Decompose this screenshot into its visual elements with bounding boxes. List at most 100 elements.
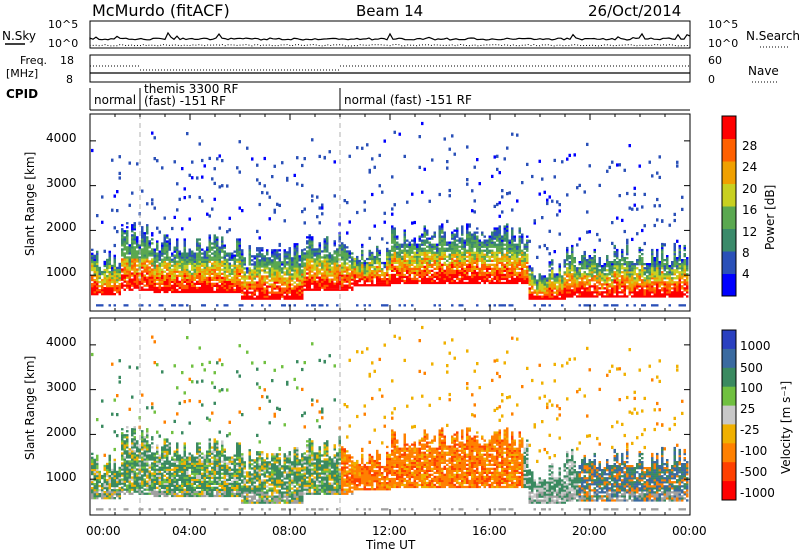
power-cell bbox=[573, 269, 576, 272]
power-cell bbox=[466, 271, 469, 275]
power-cell bbox=[141, 258, 144, 261]
power-cell bbox=[146, 260, 149, 263]
power-cell bbox=[623, 293, 626, 296]
power-cell bbox=[596, 277, 599, 280]
power-cell bbox=[223, 282, 226, 285]
power-cell bbox=[603, 269, 606, 272]
power-cell bbox=[363, 304, 366, 307]
power-cell bbox=[156, 278, 159, 281]
power-cell bbox=[486, 269, 489, 272]
power-cell bbox=[493, 233, 496, 236]
power-cell bbox=[316, 282, 319, 285]
power-cell bbox=[423, 257, 426, 260]
power-cell bbox=[383, 272, 386, 275]
power-cell bbox=[293, 261, 296, 264]
power-cell bbox=[136, 250, 139, 253]
power-cell bbox=[278, 267, 281, 270]
power-cell bbox=[648, 289, 651, 292]
power-cell bbox=[358, 268, 361, 271]
power-cell bbox=[166, 266, 169, 269]
power-cell bbox=[318, 256, 321, 259]
power-cell bbox=[273, 273, 276, 276]
power-cell bbox=[118, 287, 121, 290]
power-cell bbox=[613, 275, 616, 278]
power-cell bbox=[558, 273, 561, 276]
power-cell bbox=[311, 194, 314, 198]
power-cell bbox=[448, 273, 451, 277]
power-cell bbox=[373, 265, 376, 269]
power-cell bbox=[338, 274, 341, 277]
power-cell bbox=[513, 235, 516, 238]
power-cell bbox=[303, 252, 306, 255]
power-cell bbox=[388, 263, 391, 267]
power-cell bbox=[326, 242, 329, 245]
power-cell bbox=[321, 256, 324, 259]
power-cell bbox=[121, 230, 124, 233]
power-cell bbox=[486, 267, 489, 270]
power-cell bbox=[298, 267, 301, 270]
power-cell bbox=[158, 286, 161, 290]
power-cell bbox=[616, 293, 619, 296]
power-cell bbox=[483, 239, 486, 242]
power-cell bbox=[621, 267, 624, 270]
power-cell bbox=[126, 264, 129, 267]
power-cell bbox=[523, 257, 526, 260]
power-cell bbox=[326, 286, 329, 289]
power-cell bbox=[151, 278, 154, 281]
power-cell bbox=[316, 284, 319, 287]
power-cell bbox=[571, 259, 574, 262]
power-cell bbox=[558, 277, 561, 280]
power-cell bbox=[91, 287, 94, 290]
power-cell bbox=[618, 259, 621, 262]
power-cell bbox=[226, 184, 229, 188]
power-cell bbox=[248, 297, 251, 300]
power-cell bbox=[221, 262, 224, 265]
power-cell bbox=[503, 257, 506, 260]
power-cell bbox=[511, 281, 514, 285]
power-cell bbox=[486, 243, 489, 246]
power-cell bbox=[251, 273, 254, 276]
power-cell bbox=[141, 288, 144, 291]
power-cell bbox=[96, 283, 99, 286]
power-cell bbox=[331, 272, 334, 275]
power-cell bbox=[153, 206, 156, 210]
power-cell bbox=[148, 244, 151, 247]
power-cell bbox=[621, 285, 624, 288]
power-cell bbox=[396, 247, 399, 250]
power-cell bbox=[441, 271, 444, 275]
power-cell bbox=[246, 295, 249, 298]
power-cell bbox=[333, 266, 336, 269]
power-cell bbox=[188, 217, 191, 221]
power-cell bbox=[591, 263, 594, 266]
power-cell bbox=[436, 243, 439, 246]
power-cell bbox=[483, 271, 486, 275]
power-cell bbox=[506, 279, 509, 283]
power-cell bbox=[493, 259, 496, 262]
power-cell bbox=[451, 267, 454, 270]
power-cell bbox=[656, 281, 659, 284]
power-cell bbox=[501, 243, 504, 246]
power-cell bbox=[393, 247, 396, 250]
power-cell bbox=[223, 258, 226, 261]
power-cell bbox=[191, 264, 194, 267]
power-cell bbox=[661, 273, 664, 276]
power-cell bbox=[308, 244, 311, 247]
power-cell bbox=[336, 272, 339, 275]
power-cell bbox=[391, 265, 394, 268]
power-cell bbox=[533, 275, 536, 278]
power-cell bbox=[423, 279, 426, 283]
power-cell bbox=[473, 241, 476, 244]
power-cell bbox=[168, 274, 171, 277]
power-cell bbox=[526, 275, 529, 279]
power-cell bbox=[236, 248, 239, 251]
power-cell bbox=[271, 277, 274, 280]
power-cell bbox=[223, 266, 226, 269]
power-cell bbox=[181, 252, 184, 255]
power-cell bbox=[138, 262, 141, 265]
power-cell bbox=[393, 281, 396, 285]
power-cell bbox=[461, 243, 464, 246]
power-cell bbox=[628, 275, 631, 278]
power-cell bbox=[518, 267, 521, 270]
power-cell bbox=[123, 252, 126, 255]
power-cell bbox=[198, 238, 201, 241]
